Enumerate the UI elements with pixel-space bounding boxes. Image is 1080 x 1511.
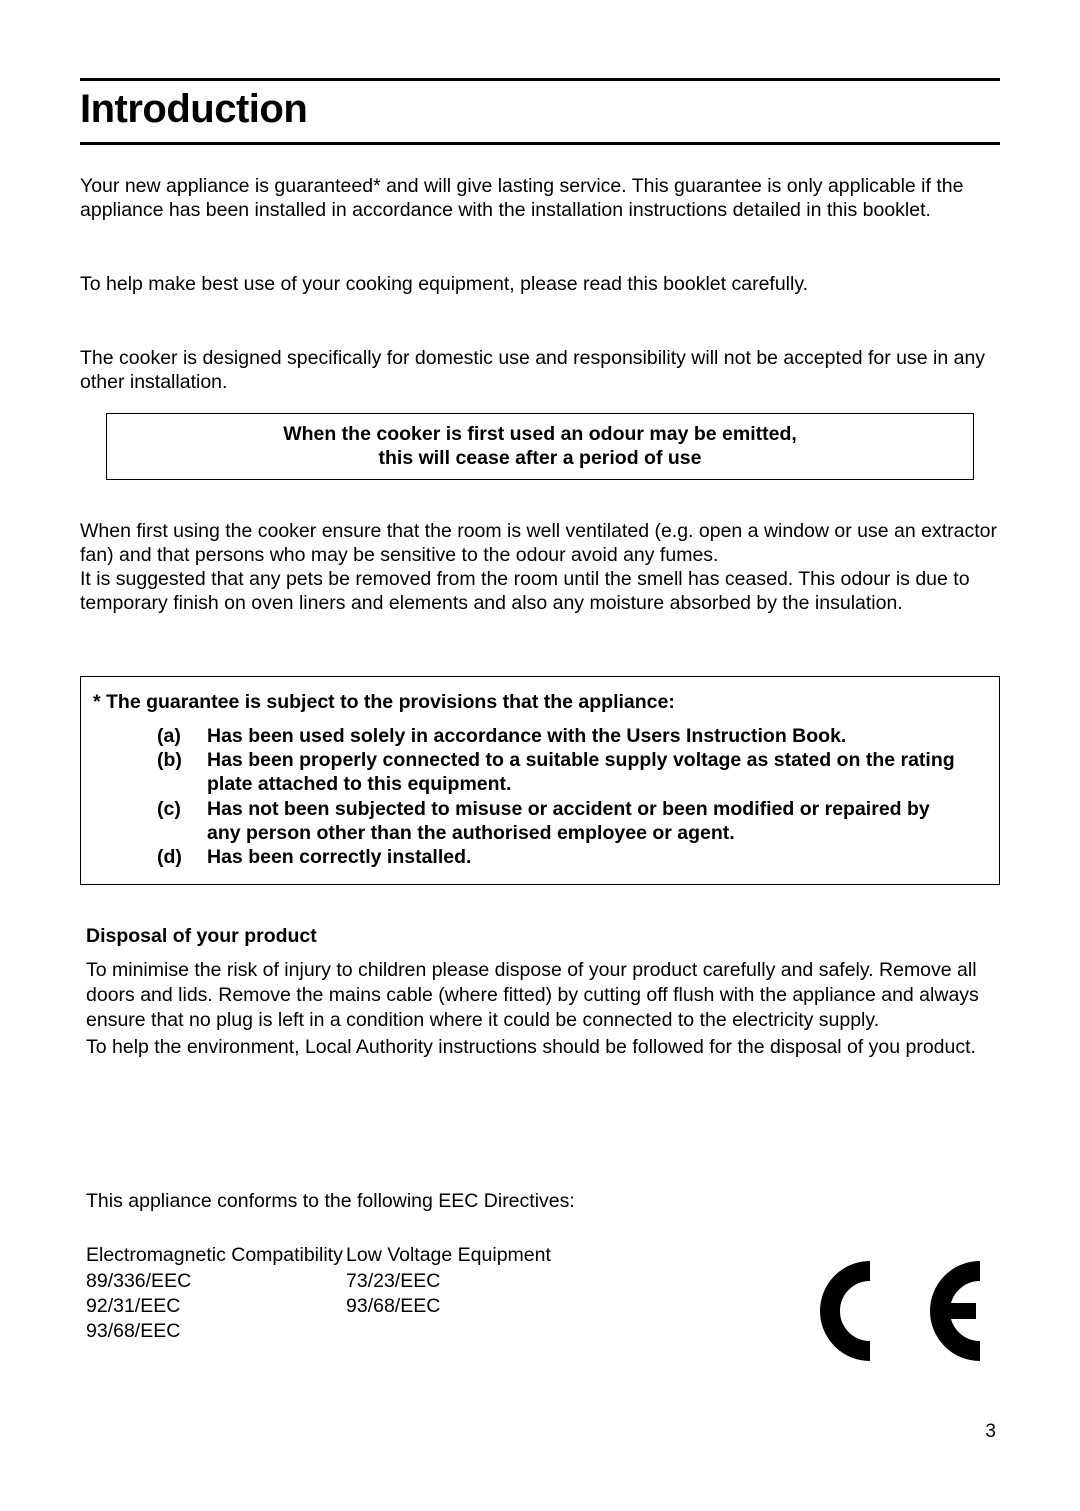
emc-column: Electromagnetic Compatibility 89/336/EEC… xyxy=(86,1243,346,1344)
guarantee-item: (c) Has not been subjected to misuse or … xyxy=(157,797,987,846)
emc-row: 92/31/EEC xyxy=(86,1294,346,1319)
guarantee-list: (a) Has been used solely in accordance w… xyxy=(93,724,987,870)
guarantee-intro: * The guarantee is subject to the provis… xyxy=(93,691,987,714)
guarantee-marker: (c) xyxy=(157,797,207,846)
emc-title: Electromagnetic Compatibility xyxy=(86,1243,346,1268)
emc-row: 93/68/EEC xyxy=(86,1319,346,1344)
lv-column: Low Voltage Equipment 73/23/EEC 93/68/EE… xyxy=(346,1243,606,1344)
disposal-paragraph-2: To help the environment, Local Authority… xyxy=(86,1035,1000,1060)
guarantee-marker: (b) xyxy=(157,748,207,797)
guarantee-item: (d) Has been correctly installed. xyxy=(157,845,987,869)
guarantee-text: Has been properly connected to a suitabl… xyxy=(207,748,987,797)
odour-notice-box: When the cooker is first used an odour m… xyxy=(106,413,974,480)
page-title: Introduction xyxy=(80,87,1000,132)
intro-paragraph-3: The cooker is designed specifically for … xyxy=(80,347,1000,395)
guarantee-text: Has been used solely in accordance with … xyxy=(207,724,987,748)
notice-line-2: this will cease after a period of use xyxy=(119,446,961,470)
page-number: 3 xyxy=(985,1421,996,1443)
lv-title: Low Voltage Equipment xyxy=(346,1243,606,1268)
disposal-paragraph-1: To minimise the risk of injury to childr… xyxy=(86,958,1000,1033)
guarantee-text: Has not been subjected to misuse or acci… xyxy=(207,797,987,846)
guarantee-item: (a) Has been used solely in accordance w… xyxy=(157,724,987,748)
lv-row: 73/23/EEC xyxy=(346,1269,606,1294)
guarantee-marker: (a) xyxy=(157,724,207,748)
guarantee-text: Has been correctly installed. xyxy=(207,845,987,869)
pets-paragraph: It is suggested that any pets be removed… xyxy=(80,568,1000,616)
notice-line-1: When the cooker is first used an odour m… xyxy=(119,422,961,446)
ventilation-paragraph: When first using the cooker ensure that … xyxy=(80,520,1000,568)
emc-row: 89/336/EEC xyxy=(86,1269,346,1294)
intro-paragraph-1: Your new appliance is guaranteed* and wi… xyxy=(80,175,1000,223)
lv-row: 93/68/EEC xyxy=(346,1294,606,1319)
disposal-title: Disposal of your product xyxy=(86,925,1000,948)
ce-mark-icon xyxy=(780,1256,1000,1371)
guarantee-box: * The guarantee is subject to the provis… xyxy=(80,676,1000,885)
title-rule: Introduction xyxy=(80,78,1000,145)
guarantee-item: (b) Has been properly connected to a sui… xyxy=(157,748,987,797)
directives-intro: This appliance conforms to the following… xyxy=(86,1190,1000,1213)
intro-paragraph-2: To help make best use of your cooking eq… xyxy=(80,273,1000,297)
guarantee-marker: (d) xyxy=(157,845,207,869)
